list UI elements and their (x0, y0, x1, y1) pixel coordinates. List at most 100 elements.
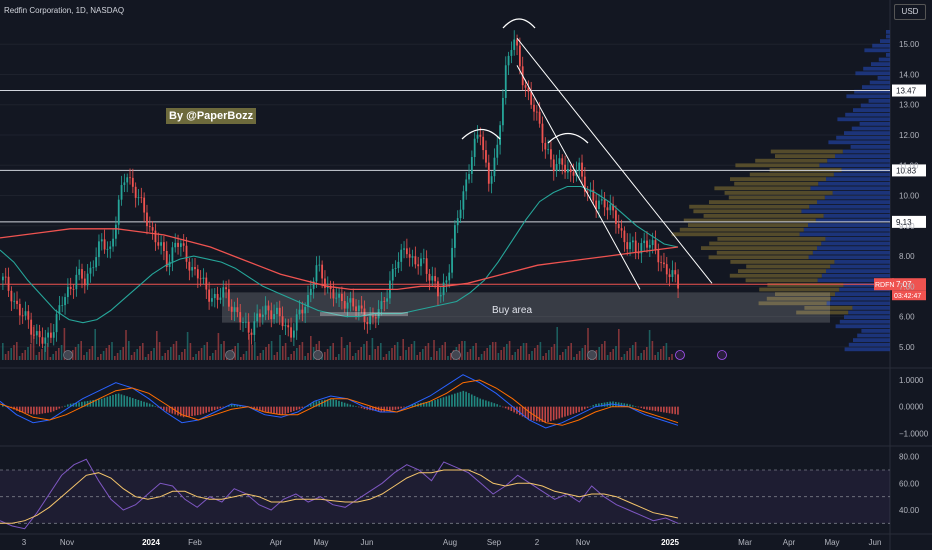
support-band (320, 312, 408, 317)
volume-bar (290, 354, 292, 360)
volume-profile-bar (709, 241, 822, 246)
candle-body (631, 240, 634, 243)
macd-histogram-bar (448, 395, 450, 407)
volume-bar (620, 357, 623, 360)
volume-bar (581, 348, 584, 360)
volume-bar (492, 342, 494, 360)
volume-profile-bar (828, 140, 890, 145)
volume-bar (102, 351, 105, 360)
volume-bar (24, 350, 26, 360)
earnings-badge-icon (587, 350, 597, 360)
volume-profile-bar (693, 209, 802, 214)
candle-body (312, 281, 315, 289)
candle-body (434, 276, 437, 282)
macd-histogram-bar (533, 406, 535, 421)
volume-bar (30, 344, 32, 360)
candle-body (663, 262, 665, 265)
candle-body (196, 269, 199, 279)
countdown-tag (892, 290, 926, 301)
volume-profile-bar (851, 126, 890, 131)
volume-bar (4, 354, 7, 360)
candle-body (18, 303, 21, 316)
macd-histogram-bar (589, 406, 592, 408)
volume-bar (534, 348, 536, 360)
candle-body (273, 314, 275, 320)
macd-histogram-bar (211, 406, 213, 411)
candle-body (648, 245, 651, 248)
candle-body (185, 245, 188, 262)
candle-body (668, 274, 671, 278)
macd-histogram-bar (301, 406, 304, 408)
volume-bar (416, 355, 418, 360)
volume-profile-bar (836, 135, 890, 140)
macd-histogram-bar (567, 406, 569, 416)
volume-profile-bar (730, 260, 835, 264)
candle-body (278, 307, 281, 317)
volume-bar (511, 355, 514, 360)
candle-body (524, 85, 527, 88)
head-shoulder-arc (547, 132, 589, 144)
volume-bar (111, 342, 113, 360)
level-price-label: 9.13 (896, 218, 912, 227)
price-tick-label: 7.00 (899, 282, 915, 291)
candle-body (27, 311, 30, 320)
candle-body (92, 267, 95, 269)
macd-histogram-bar (284, 406, 287, 414)
volume-bar (548, 350, 550, 360)
volume-profile-bar (852, 306, 890, 310)
macd-histogram-bar (273, 406, 275, 414)
macd-histogram-bar (654, 406, 657, 412)
head-shoulder-arc (502, 18, 536, 29)
volume-profile-bar (709, 200, 817, 204)
volume-bar (335, 357, 337, 360)
macd-histogram-bar (603, 402, 606, 407)
macd-histogram-bar (261, 406, 264, 411)
candle-body (558, 158, 561, 165)
macd-histogram-bar (668, 406, 671, 414)
macd-histogram-bar (541, 406, 544, 423)
price-tick-label: 14.00 (899, 70, 920, 79)
macd-histogram-bar (120, 394, 123, 407)
macd-histogram-bar (148, 403, 151, 407)
volume-bar (35, 355, 38, 360)
volume-bar (119, 350, 122, 360)
candle-body (485, 150, 487, 163)
macd-histogram-bar (253, 406, 256, 409)
macd-histogram-bar (140, 400, 143, 407)
candle-body (236, 307, 239, 313)
volume-profile-bar (729, 273, 822, 278)
volume-bar (587, 328, 589, 360)
volume-profile-bar (824, 195, 890, 200)
candle-body (295, 314, 298, 331)
volume-bar (167, 350, 169, 360)
macd-histogram-bar (168, 406, 171, 413)
volume-profile-bar (880, 39, 890, 43)
candle-body (665, 264, 668, 275)
candle-body (318, 264, 321, 266)
volume-bar (18, 356, 21, 360)
channel-lower-line (516, 65, 641, 290)
macd-histogram-bar (420, 402, 422, 407)
candle-body (439, 295, 442, 297)
volume-profile-bar (821, 241, 890, 246)
candle-body (64, 297, 66, 306)
candle-body (448, 272, 451, 281)
volume-bar (433, 340, 435, 360)
candle-body (199, 278, 202, 280)
candle-body (468, 173, 470, 180)
channel-upper-line (516, 37, 713, 284)
volume-bar (346, 345, 348, 360)
macd-histogram-bar (459, 391, 462, 407)
currency-button[interactable]: USD (894, 4, 926, 20)
candle-body (332, 289, 335, 299)
macd-histogram-bar (92, 400, 94, 407)
volume-bar (640, 353, 642, 360)
volume-bar (668, 357, 670, 360)
macd-histogram-bar (564, 406, 566, 417)
candle-body (510, 49, 513, 56)
volume-bar (310, 336, 312, 360)
macd-histogram-bar (513, 406, 515, 413)
volume-profile-bar (841, 168, 890, 172)
macd-histogram-bar (451, 394, 453, 407)
